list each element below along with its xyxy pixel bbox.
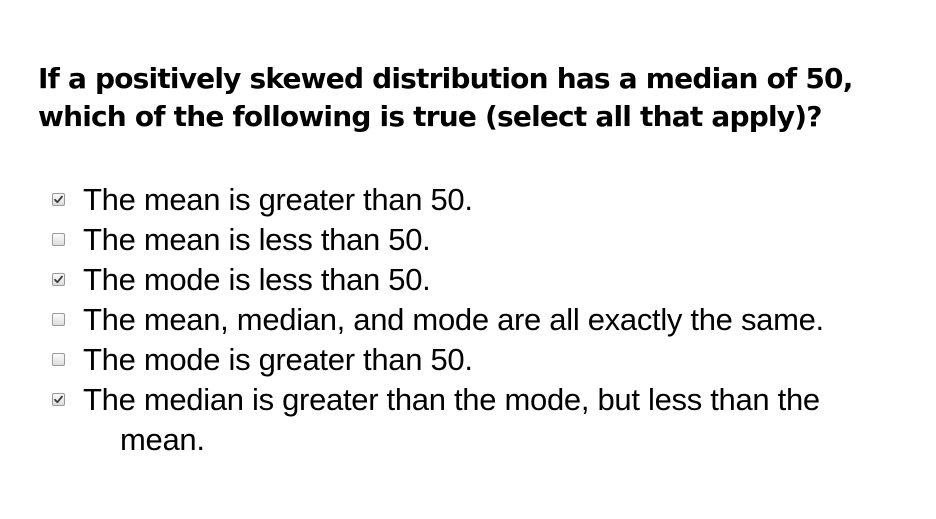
checkbox-checked-icon[interactable]	[52, 273, 65, 286]
checkbox-checked-icon[interactable]	[52, 193, 65, 206]
checkbox-unchecked-icon[interactable]	[52, 353, 65, 366]
checkmark-icon	[54, 195, 63, 204]
option-label: The median is greater than the mode, but…	[83, 380, 820, 460]
option-label: The mean is less than 50.	[83, 222, 431, 257]
checkbox-unchecked-icon[interactable]	[52, 313, 65, 326]
option-label: The mean, median, and mode are all exact…	[83, 302, 824, 337]
option-label: The mode is less than 50.	[83, 262, 431, 297]
option-label-line-1: The median is greater than the mode, but…	[83, 382, 820, 417]
question-line-1: If a positively skewed distribution has …	[38, 62, 853, 95]
checkmark-icon	[54, 395, 63, 404]
question-text: If a positively skewed distribution has …	[38, 60, 918, 136]
answer-options-list: The mean is greater than 50. The mean is…	[52, 180, 922, 460]
option-label: The mean is greater than 50.	[83, 182, 473, 217]
option-label-line-2: mean.	[120, 422, 205, 457]
option-median-between[interactable]: The median is greater than the mode, but…	[52, 380, 922, 460]
question-line-2: which of the following is true (select a…	[38, 100, 822, 133]
option-all-same[interactable]: The mean, median, and mode are all exact…	[52, 300, 922, 340]
checkbox-checked-icon[interactable]	[52, 393, 65, 406]
option-label: The mode is greater than 50.	[83, 342, 473, 377]
option-mode-less[interactable]: The mode is less than 50.	[52, 260, 922, 300]
checkbox-unchecked-icon[interactable]	[52, 233, 65, 246]
checkmark-icon	[54, 275, 63, 284]
option-mode-greater[interactable]: The mode is greater than 50.	[52, 340, 922, 380]
option-mean-less[interactable]: The mean is less than 50.	[52, 220, 922, 260]
option-mean-greater[interactable]: The mean is greater than 50.	[52, 180, 922, 220]
